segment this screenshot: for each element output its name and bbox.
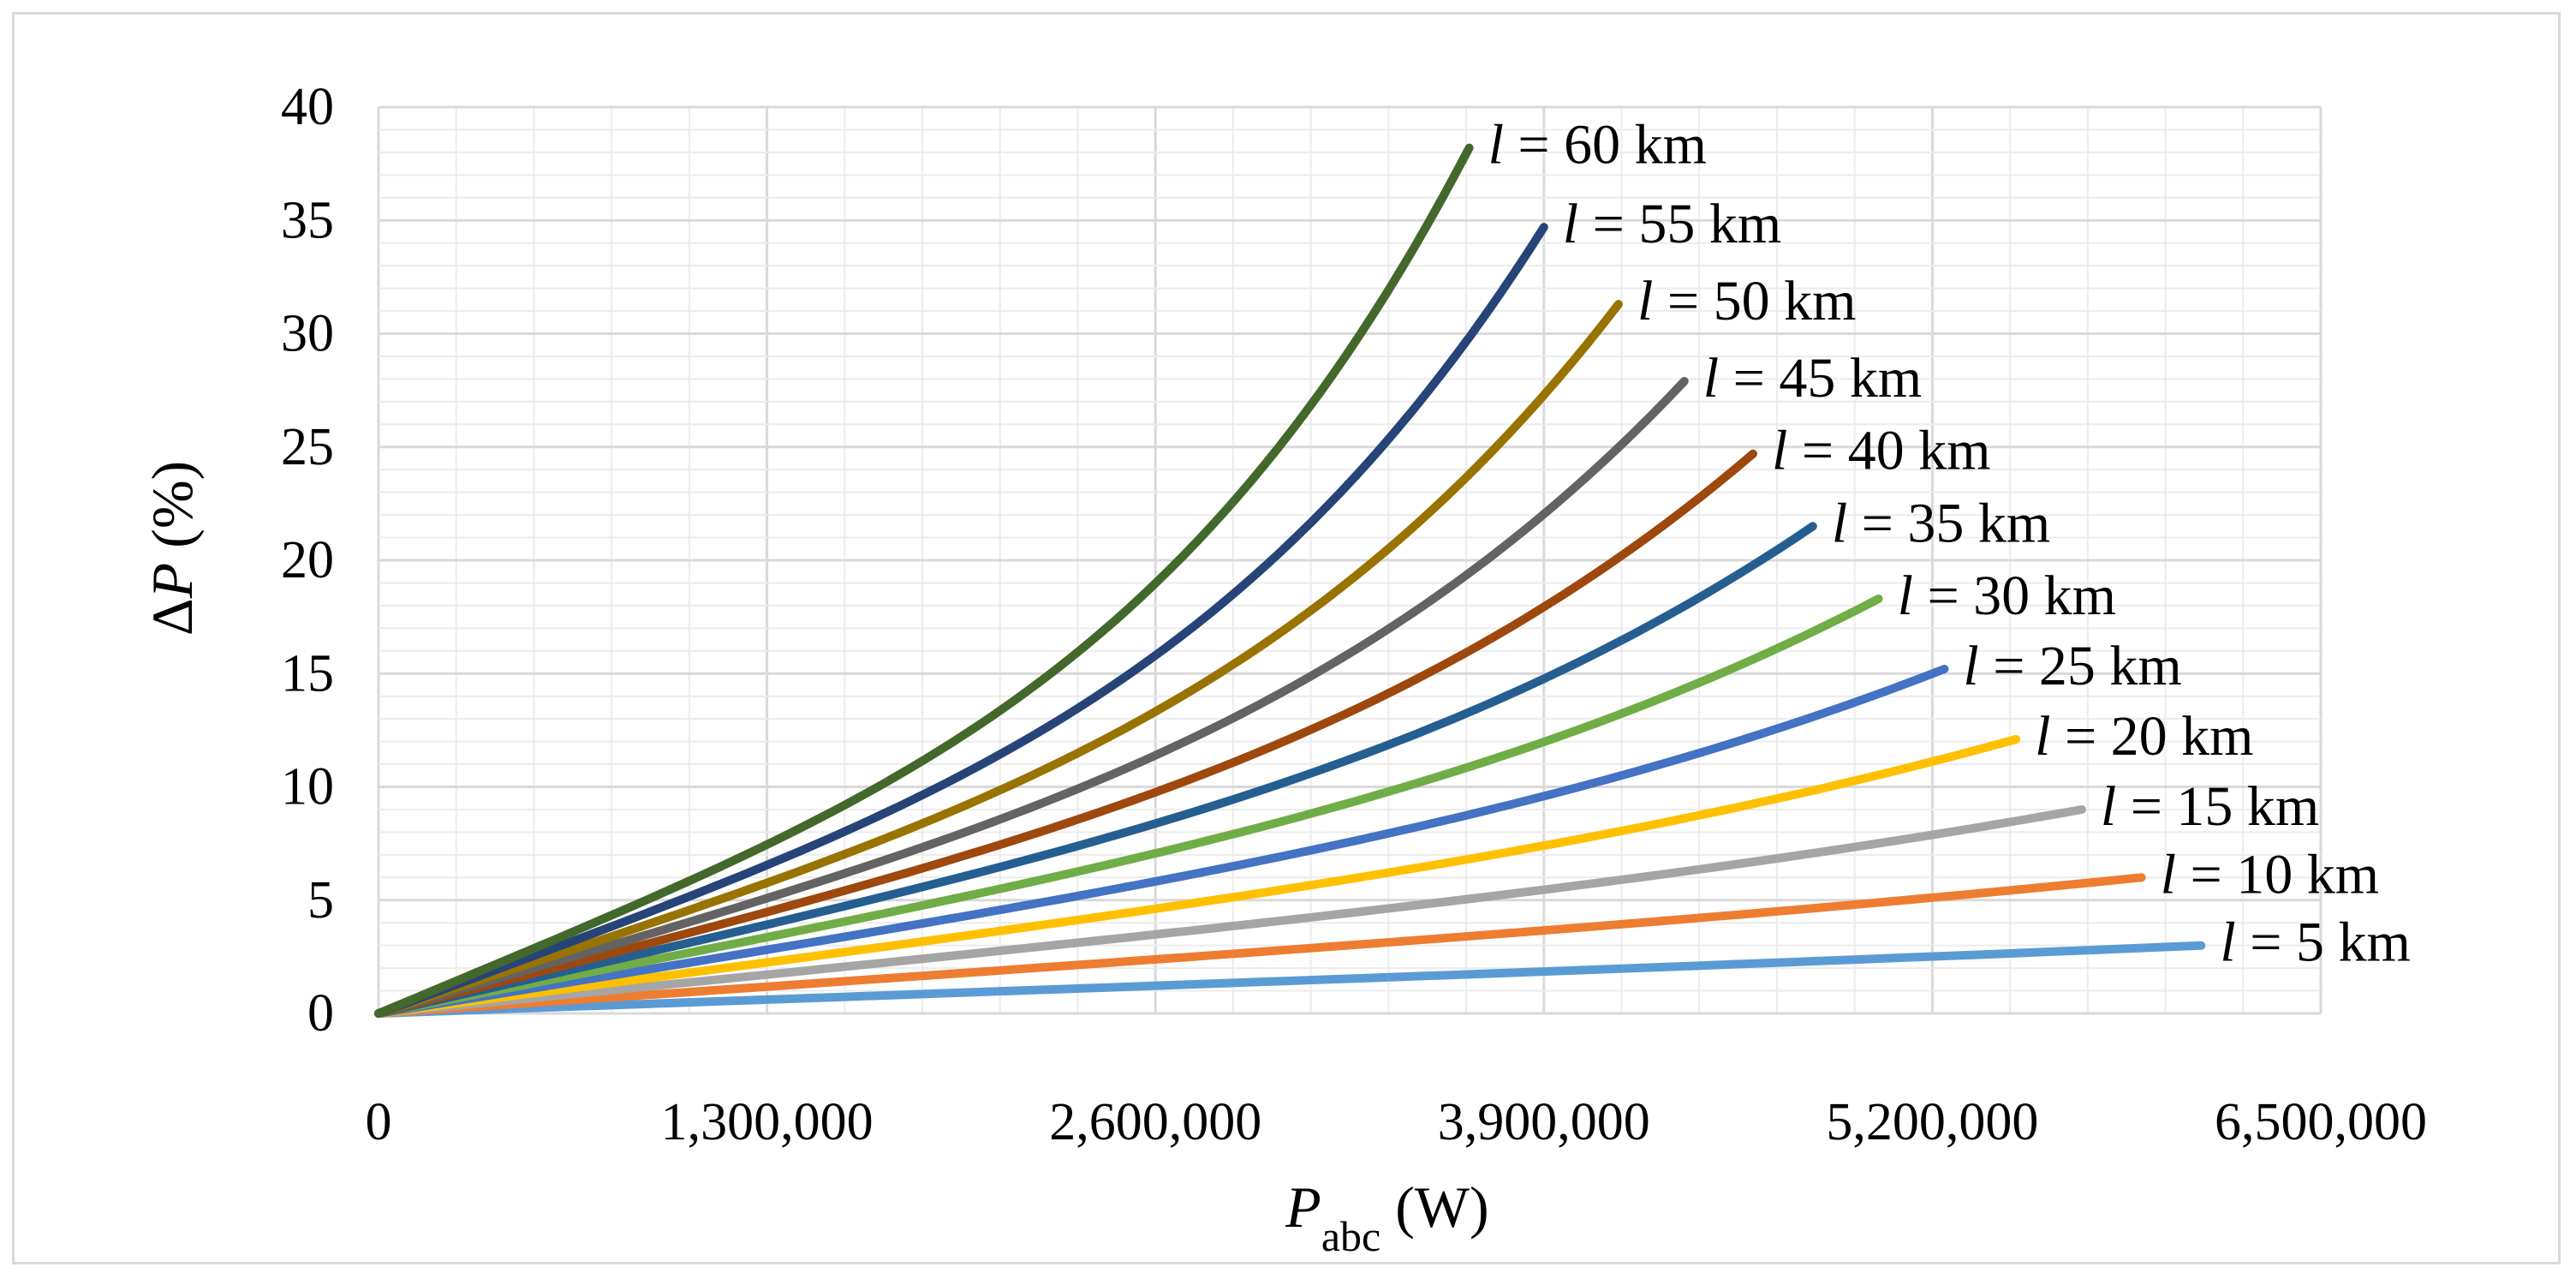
series-line <box>374 449 1757 1018</box>
series-label-text: = 50 km <box>1653 270 1856 332</box>
series-label-text: = 60 km <box>1504 114 1707 176</box>
series-line <box>374 377 1689 1018</box>
series-label: l = 35 km <box>1832 492 2050 554</box>
series-label-var: l <box>1832 492 1847 554</box>
series-label: l = 60 km <box>1488 114 1707 176</box>
series-label: l = 20 km <box>2035 705 2253 768</box>
series-label-text: = 40 km <box>1787 420 1990 482</box>
y-tick-label: 25 <box>281 418 334 476</box>
series-label: l = 40 km <box>1772 420 1990 482</box>
series-line <box>374 300 1623 1018</box>
y-tick-label: 15 <box>281 644 334 702</box>
x-tick-label: 0 <box>366 1093 392 1151</box>
y-tick-label: 30 <box>281 305 334 363</box>
series-label: l = 30 km <box>1898 565 2116 627</box>
series-label-text: = 55 km <box>1578 193 1781 255</box>
series-label-text: = 30 km <box>1913 565 2116 627</box>
x-tick-label: 5,200,000 <box>1826 1093 2038 1151</box>
series-label-text: = 20 km <box>2050 705 2253 768</box>
y-axis-title-var: P <box>140 563 205 600</box>
series-label-text: = 5 km <box>2236 911 2411 974</box>
x-axis-title: Pabc (W) <box>1285 1174 1488 1260</box>
x-tick-label: 1,300,000 <box>661 1093 874 1151</box>
series-line <box>374 522 1817 1018</box>
series-label-text: = 15 km <box>2116 775 2319 838</box>
series-label: l = 55 km <box>1563 193 1781 255</box>
y-tick-label: 0 <box>307 984 334 1043</box>
y-tick-label: 35 <box>281 191 334 249</box>
series-line <box>374 223 1548 1018</box>
y-tick-label: 5 <box>307 871 334 929</box>
series-line <box>374 941 2206 1018</box>
x-axis-title-subscript: abc <box>1321 1212 1380 1260</box>
series-label-var: l <box>2035 705 2050 768</box>
series-label-var: l <box>1637 270 1653 332</box>
series-lines <box>374 143 2206 1018</box>
series-label: l = 10 km <box>2161 843 2379 905</box>
series-label: l = 15 km <box>2101 775 2319 838</box>
series-label-var: l <box>1772 420 1787 482</box>
series-labels: l = 5 kml = 10 kml = 15 kml = 20 kml = 2… <box>1488 114 2411 974</box>
y-tick-label: 40 <box>281 78 334 136</box>
series-label-var: l <box>2220 911 2235 974</box>
series-label: l = 5 km <box>2220 911 2410 974</box>
series-line <box>374 665 1949 1018</box>
y-axis-title: ΔP (%) <box>140 461 205 636</box>
x-tick-label: 6,500,000 <box>2215 1093 2427 1151</box>
series-label-var: l <box>2161 843 2176 905</box>
series-line <box>374 873 2146 1018</box>
series-label-var: l <box>2101 775 2116 838</box>
x-axis-title-var: P <box>1285 1174 1321 1240</box>
series-label: l = 45 km <box>1703 347 1922 409</box>
y-tick-label: 10 <box>281 758 334 816</box>
series-line <box>374 735 2021 1018</box>
series-label-var: l <box>1963 635 1978 697</box>
series-label-text: = 25 km <box>1979 635 2182 697</box>
x-axis-ticks: 0 1,300,000 2,600,000 3,900,000 5,200,000 6,5… <box>366 1093 2428 1151</box>
series-label-text: = 35 km <box>1847 492 2050 554</box>
series-line <box>374 143 1474 1018</box>
y-axis-ticks: 0 5 10 15 20 25 30 35 40 <box>281 78 334 1043</box>
series-label-var: l <box>1488 114 1504 176</box>
series-line <box>374 805 2086 1018</box>
x-axis-title-unit: (W) <box>1380 1174 1488 1240</box>
series-line <box>374 595 1883 1018</box>
series-label-text: = 45 km <box>1719 347 1922 409</box>
y-tick-label: 20 <box>281 531 334 589</box>
y-axis-title-unit: (%) <box>140 461 205 563</box>
series-label-text: = 10 km <box>2176 843 2379 905</box>
series-label-var: l <box>1563 193 1578 255</box>
series-label: l = 50 km <box>1637 270 1856 332</box>
series-label: l = 25 km <box>1963 635 2181 697</box>
y-axis-title-delta: Δ <box>140 598 205 636</box>
series-label-var: l <box>1703 347 1719 409</box>
x-tick-label: 3,900,000 <box>1438 1093 1650 1151</box>
x-tick-label: 2,600,000 <box>1049 1093 1261 1151</box>
series-label-var: l <box>1898 565 1913 627</box>
